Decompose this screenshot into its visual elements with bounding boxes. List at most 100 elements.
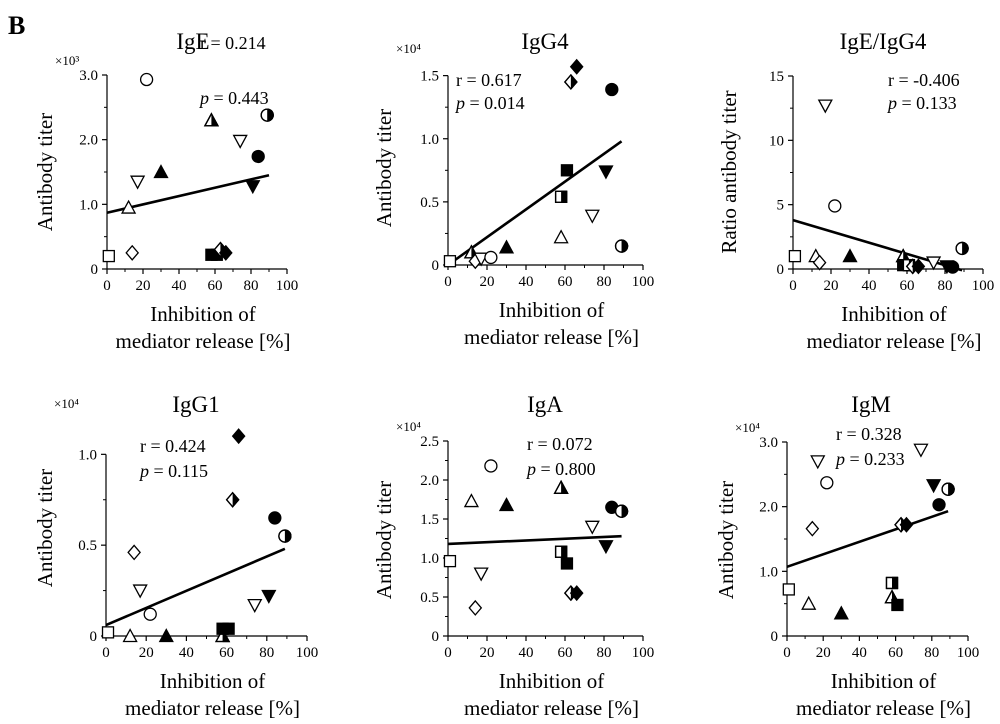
x-axis-label: mediator release [%] <box>796 696 971 720</box>
y-tick-label: 0 <box>432 258 440 274</box>
x-tick-label: 20 <box>480 645 495 661</box>
data-point <box>941 482 955 496</box>
panel-title: IgG1 <box>172 392 219 417</box>
axis-multiplier: ×10⁴ <box>396 419 421 434</box>
data-point <box>443 554 457 568</box>
y-tick-label: 0.5 <box>78 538 97 554</box>
p-value-number: = 0.014 <box>465 93 525 113</box>
data-point <box>563 73 578 90</box>
data-point <box>584 209 600 224</box>
x-tick-label: 60 <box>558 645 573 661</box>
data-point <box>560 164 574 177</box>
p-symbol: p <box>834 449 845 469</box>
x-tick-label: 60 <box>900 278 915 294</box>
data-point <box>232 134 248 149</box>
data-point <box>926 479 942 494</box>
x-tick-label: 0 <box>102 645 110 661</box>
data-point <box>218 244 233 261</box>
panel-letter: B <box>8 11 25 40</box>
scatter-panel-ige-igg4: IgE/IgG4 Ratio antibody titer 0 5 10 15 0 20 40 6… <box>717 29 994 353</box>
data-point <box>101 626 115 639</box>
data-point <box>899 516 914 533</box>
p-symbol: p <box>138 461 149 481</box>
data-point <box>203 112 219 127</box>
data-point <box>260 108 274 122</box>
data-point <box>468 599 483 616</box>
data-point <box>225 491 240 508</box>
y-tick-label: 5 <box>777 198 785 214</box>
p-value-number: = 0.115 <box>149 461 208 481</box>
data-point <box>911 258 926 275</box>
data-point <box>261 589 277 604</box>
data-point <box>828 199 842 213</box>
p-value-number: = 0.443 <box>209 88 269 108</box>
data-point <box>614 504 629 518</box>
data-point <box>891 598 904 612</box>
correlation-r: r = 0.214 <box>200 33 266 53</box>
data-point <box>554 190 568 203</box>
x-tick-label: 80 <box>244 278 259 294</box>
data-point <box>553 479 569 494</box>
x-tick-label: 80 <box>938 278 953 294</box>
x-axis-label: Inhibition of <box>160 669 266 693</box>
data-point <box>278 529 292 543</box>
x-tick-label: 100 <box>632 645 655 661</box>
x-tick-label: 0 <box>783 645 791 661</box>
scatter-panel-iga: IgA ×10⁴ Antibody titer 0 0.5 1.0 1.5 2.0 2.5 0 20… <box>372 392 654 720</box>
x-tick-label: 80 <box>597 274 612 290</box>
data-point <box>498 497 515 512</box>
x-axis-label: Inhibition of <box>499 669 605 693</box>
panel-title: IgM <box>851 392 891 417</box>
data-point <box>842 248 858 263</box>
data-point <box>231 428 246 445</box>
data-point <box>584 520 600 535</box>
data-point <box>268 511 282 525</box>
regression-line <box>786 509 949 569</box>
data-point <box>553 229 569 244</box>
x-tick-label: 0 <box>789 278 797 294</box>
x-axis-label: mediator release [%] <box>116 329 291 353</box>
y-tick-label: 2.0 <box>759 500 778 516</box>
x-axis-label: mediator release [%] <box>464 325 639 349</box>
data-point <box>560 557 574 570</box>
data-point <box>554 545 568 558</box>
data-point <box>569 585 584 602</box>
y-axis-label: Antibody titer <box>714 481 738 599</box>
p-symbol: p <box>454 93 465 113</box>
data-point <box>251 149 265 164</box>
y-tick-label: 15 <box>769 69 784 85</box>
data-point <box>102 249 115 263</box>
p-value-number: = 0.133 <box>897 93 957 113</box>
data-point <box>885 576 899 590</box>
y-tick-label: 1.0 <box>79 197 98 213</box>
x-tick-label: 20 <box>824 278 839 294</box>
data-point <box>139 72 154 87</box>
x-tick-label: 40 <box>519 645 534 661</box>
y-axis-label: Ratio antibody titer <box>717 90 741 253</box>
correlation-r: r = 0.072 <box>527 434 593 454</box>
p-value: p = 0.014 <box>454 93 525 113</box>
data-point <box>801 595 817 610</box>
regression-line <box>105 547 286 627</box>
y-tick-label: 10 <box>769 133 784 149</box>
correlation-r: r = -0.406 <box>888 70 960 90</box>
correlation-r: r = 0.328 <box>836 424 902 444</box>
data-point <box>812 254 827 271</box>
y-tick-label: 0.5 <box>420 590 439 606</box>
regression-line <box>447 534 622 546</box>
panel-title: IgG4 <box>521 29 569 54</box>
correlation-r: r = 0.424 <box>140 436 206 456</box>
y-tick-label: 1.0 <box>420 551 439 567</box>
y-tick-label: 2.0 <box>79 133 98 149</box>
y-tick-label: 1.0 <box>759 564 778 580</box>
x-tick-label: 40 <box>519 274 534 290</box>
x-tick-label: 20 <box>136 278 151 294</box>
y-tick-label: 1.5 <box>420 512 439 528</box>
scatter-panel-igg1: IgG1 ×10⁴ Antibody titer 0 0.5 1.0 0 20 40 60 80 10… <box>33 392 318 720</box>
data-point <box>443 255 457 268</box>
axis-multiplier: ×10⁴ <box>396 41 421 56</box>
axis-multiplier: ×10⁴ <box>54 396 79 411</box>
x-tick-label: 100 <box>972 278 995 294</box>
x-axis-label: Inhibition of <box>841 302 947 326</box>
y-tick-label: 3.0 <box>759 435 778 451</box>
